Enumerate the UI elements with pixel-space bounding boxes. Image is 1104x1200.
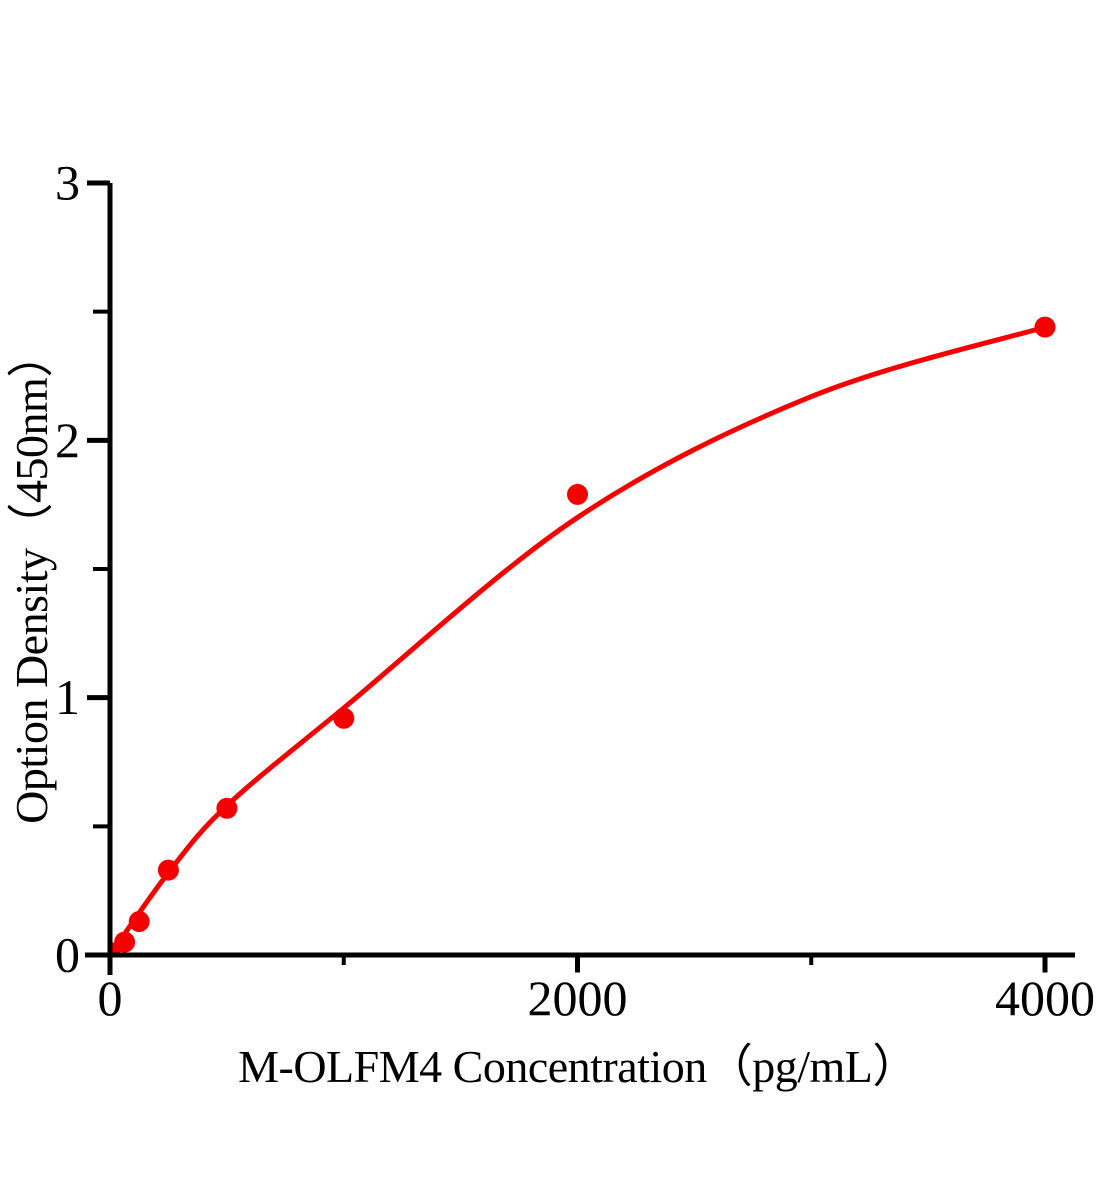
data-point <box>128 911 150 932</box>
series-group <box>110 316 1056 957</box>
data-point <box>216 797 238 819</box>
y-tick-label: 3 <box>55 155 80 211</box>
data-point <box>1034 316 1056 338</box>
x-tick-label: 0 <box>98 970 123 1026</box>
data-point <box>333 707 355 729</box>
data-point <box>567 483 588 505</box>
data-point <box>114 931 136 953</box>
y-axis-title: Option Density（450nm） <box>6 332 57 824</box>
x-axis-title: M-OLFM4 Concentration（pg/mL） <box>238 1041 918 1092</box>
data-point <box>157 859 179 881</box>
y-tick-label: 0 <box>55 927 80 983</box>
y-tick-label: 2 <box>55 412 80 468</box>
x-tick-label: 2000 <box>528 970 628 1026</box>
x-tick-label: 4000 <box>995 970 1095 1026</box>
fit-curve-line <box>110 324 1048 957</box>
y-tick-label: 1 <box>55 669 80 725</box>
